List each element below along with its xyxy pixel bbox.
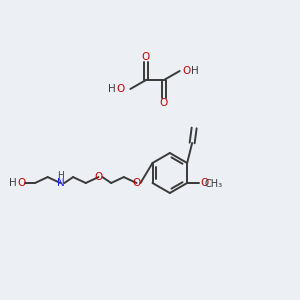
Text: H: H <box>109 84 116 94</box>
Text: H: H <box>57 172 64 181</box>
Text: O: O <box>142 52 150 62</box>
Text: H: H <box>191 66 199 76</box>
Text: O: O <box>160 98 168 108</box>
Text: O: O <box>94 172 103 182</box>
Text: O: O <box>182 66 191 76</box>
Text: O: O <box>17 178 25 188</box>
Text: CH₃: CH₃ <box>204 179 222 189</box>
Text: N: N <box>56 178 64 188</box>
Text: O: O <box>116 84 124 94</box>
Text: H: H <box>9 178 17 188</box>
Text: O: O <box>200 178 208 188</box>
Text: O: O <box>132 178 141 188</box>
